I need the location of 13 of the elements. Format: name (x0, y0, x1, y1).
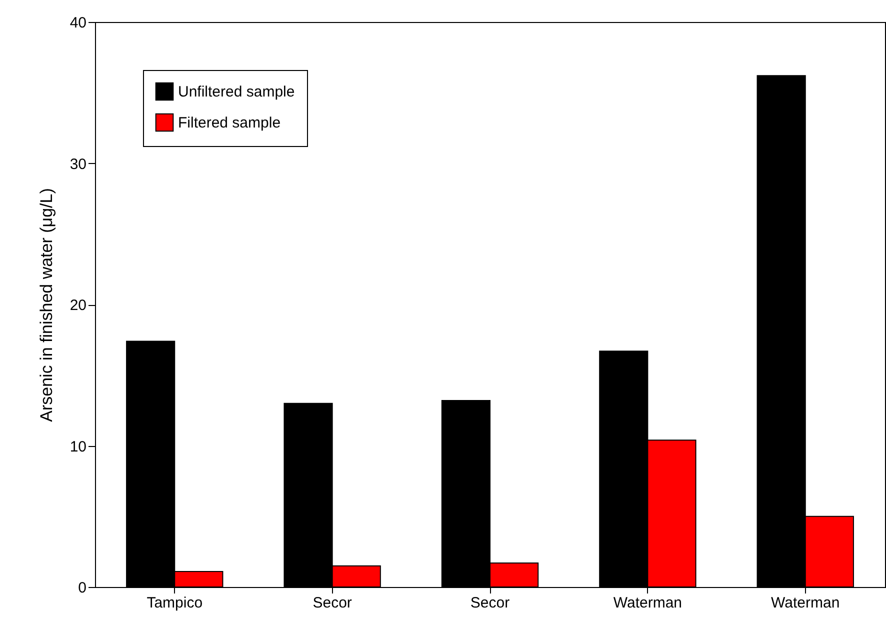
x-tick-label: Secor (470, 594, 510, 612)
y-tick-label: 10 (70, 438, 86, 456)
x-tick-label: Secor (312, 594, 352, 612)
y-tick-label: 0 (78, 580, 86, 596)
y-tick-label: 20 (70, 297, 86, 314)
legend-label: Unfiltered sample (178, 84, 295, 100)
y-tick-label: 40 (70, 14, 86, 32)
y-axis-title: Arsenic in finished water (μg/L) (36, 188, 56, 422)
x-tick-label: Waterman (613, 594, 682, 612)
legend-label: Filtered sample (178, 114, 281, 132)
x-tick-label: Waterman (771, 594, 840, 612)
x-tick-label: Tampico (146, 594, 203, 612)
y-tick-label: 30 (70, 156, 86, 173)
